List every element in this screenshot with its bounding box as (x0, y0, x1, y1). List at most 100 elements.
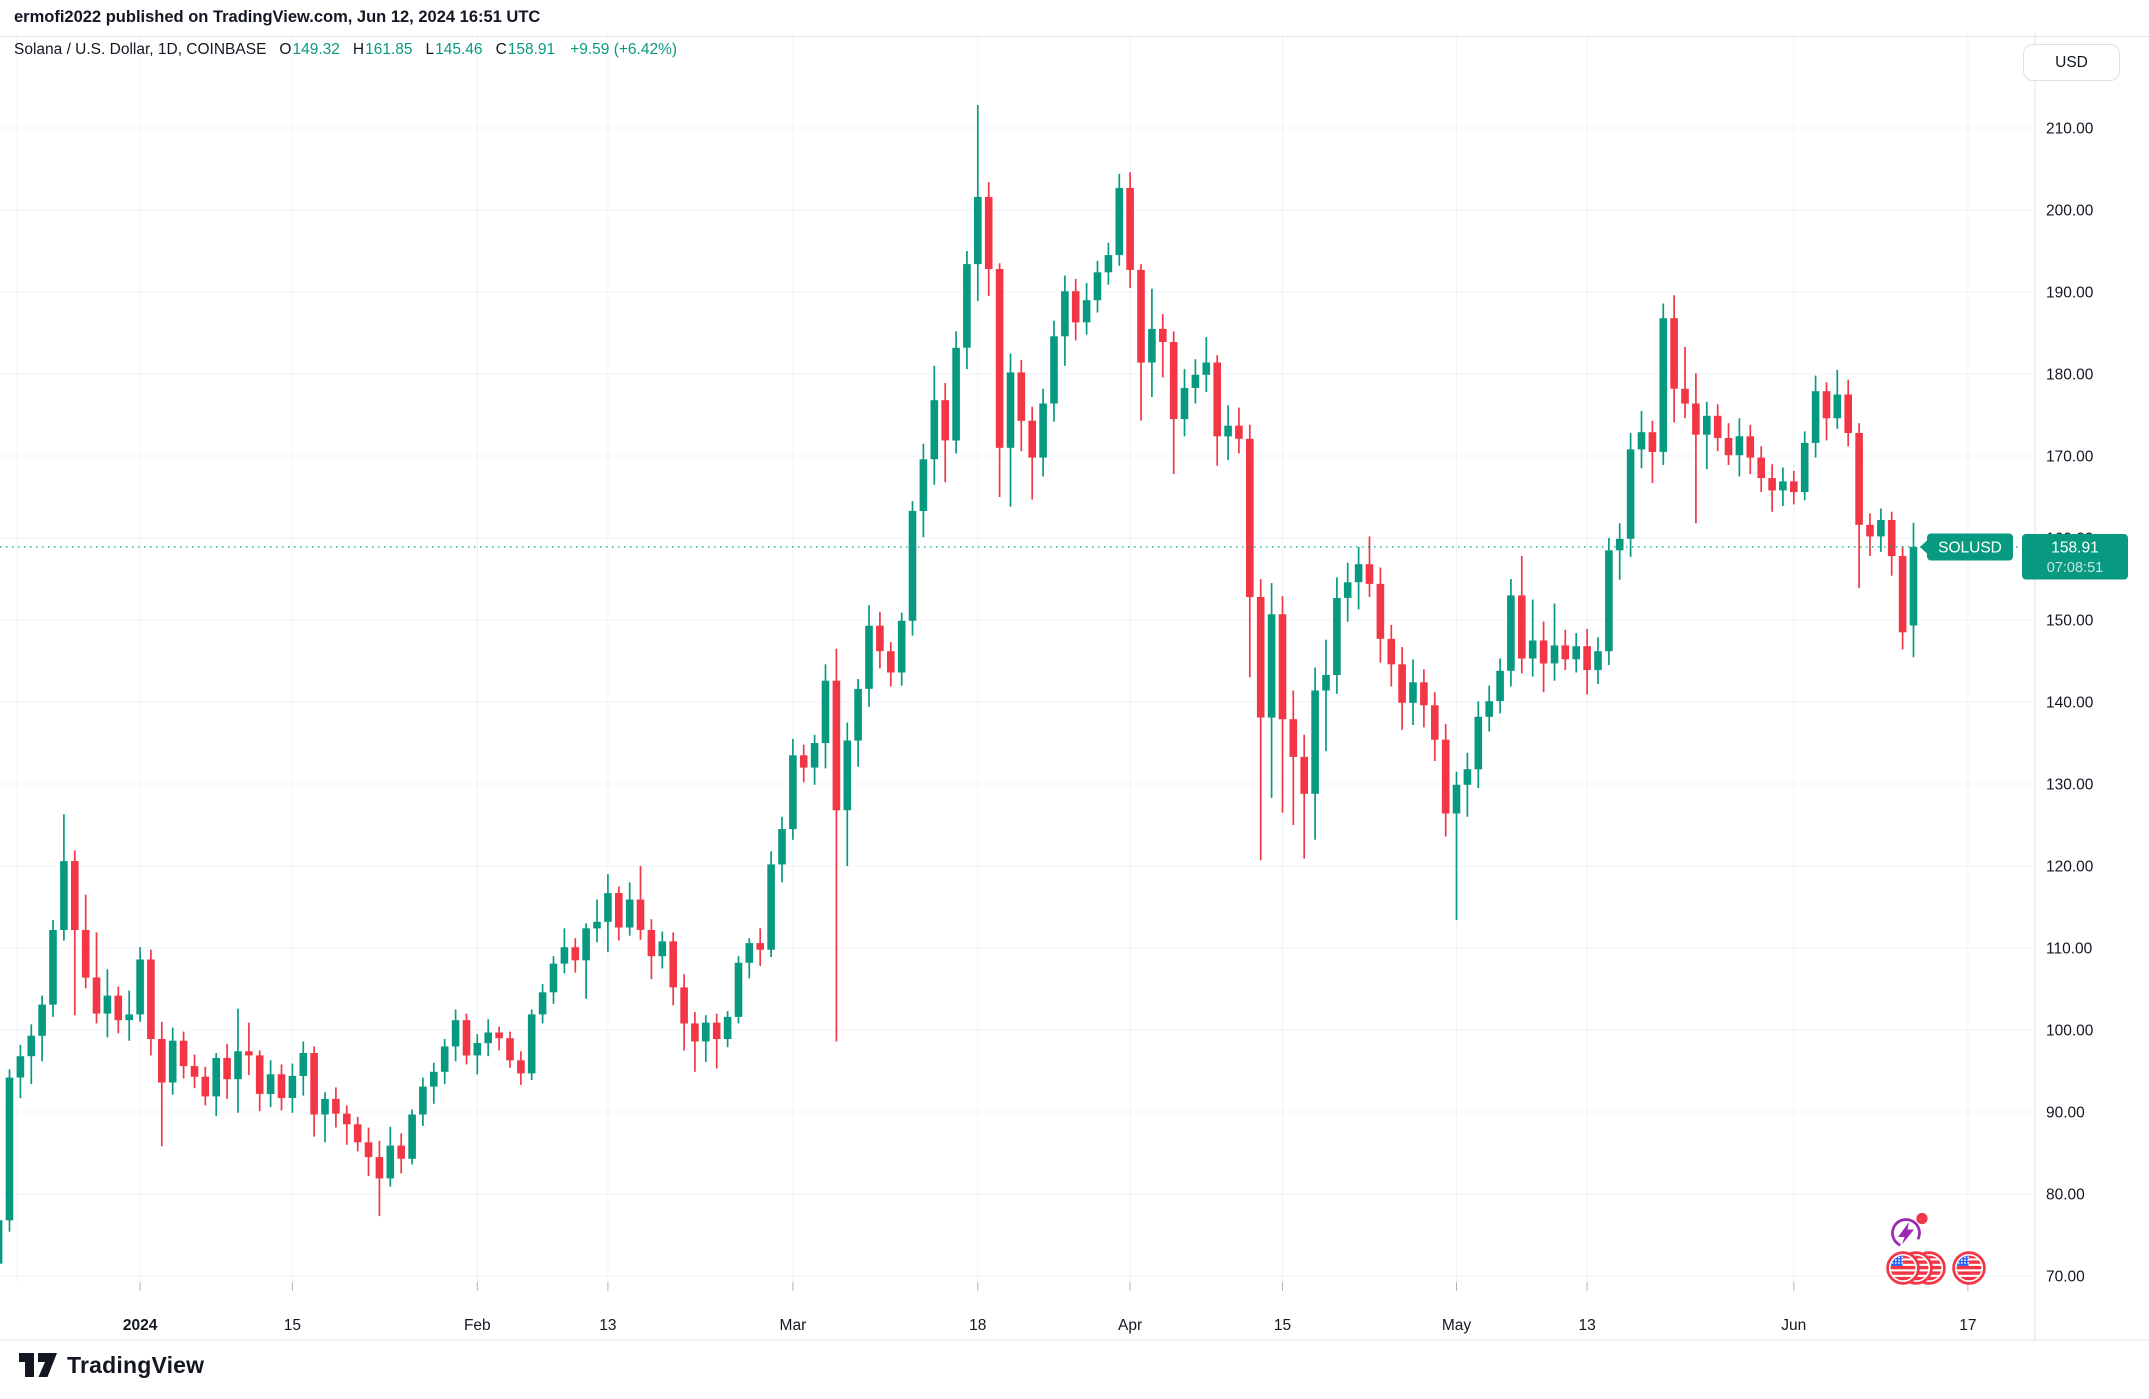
candle (1409, 682, 1417, 703)
candle (1376, 583, 1385, 639)
tradingview-logo-icon (19, 1353, 57, 1377)
candle (723, 1016, 732, 1039)
bar-countdown-text: 07:08:51 (2047, 560, 2103, 576)
candle (60, 861, 68, 930)
candle (1365, 564, 1374, 584)
candle (854, 688, 862, 741)
us-flag-event-icon[interactable] (1888, 1253, 1945, 1284)
candle (691, 1023, 699, 1042)
candle (168, 1040, 177, 1083)
candle (1267, 614, 1276, 718)
candle (538, 992, 547, 1015)
y-axis-label: 100.00 (2046, 1023, 2094, 1040)
candle (615, 893, 623, 928)
flash-event-icon[interactable] (1888, 1212, 1928, 1251)
candle (1746, 436, 1755, 458)
y-axis-label: 150.00 (2046, 613, 2094, 630)
y-axis-label: 70.00 (2046, 1269, 2085, 1286)
y-axis-label: 110.00 (2046, 941, 2093, 958)
candle (1311, 690, 1319, 794)
candle (71, 861, 79, 930)
candle (38, 1004, 46, 1036)
candle (1670, 318, 1678, 389)
candle (995, 269, 1004, 448)
candle (952, 347, 960, 441)
candle (1082, 300, 1091, 323)
candle (310, 1053, 318, 1115)
candle (1333, 597, 1341, 675)
candle (1343, 582, 1352, 598)
candle (136, 959, 144, 1015)
candle (1822, 391, 1831, 419)
candle (1561, 645, 1570, 660)
ohlc-low: L 145.46 (425, 41, 483, 58)
candle (582, 928, 590, 961)
candle (876, 625, 884, 652)
candle (408, 1114, 416, 1159)
candle (1615, 538, 1624, 551)
candle (451, 1020, 460, 1047)
candle (1431, 705, 1439, 740)
candle (430, 1071, 438, 1087)
candle (756, 943, 764, 950)
candle (1017, 372, 1026, 421)
candle (1757, 457, 1765, 479)
candle (1659, 318, 1668, 452)
candle (364, 1142, 373, 1158)
candle (1213, 362, 1221, 437)
price-change: +9.59 (+6.42%) (570, 41, 678, 58)
candle (201, 1076, 210, 1097)
candle (1300, 756, 1308, 794)
candle (1398, 664, 1406, 703)
candle (1278, 614, 1287, 720)
candle (473, 1043, 482, 1056)
candle (1877, 520, 1885, 537)
candle (832, 680, 841, 811)
candle (865, 625, 873, 689)
candle (343, 1113, 351, 1125)
candle (1713, 415, 1722, 438)
candle (386, 1145, 395, 1179)
x-axis-label: 18 (969, 1317, 986, 1334)
y-axis-label: 120.00 (2046, 859, 2094, 876)
candle (179, 1040, 188, 1067)
candle (1811, 391, 1820, 443)
us-flag-event-icon-single[interactable] (1954, 1253, 1985, 1284)
y-axis-label: 180.00 (2046, 367, 2094, 384)
candle (223, 1057, 231, 1080)
candle (1605, 550, 1613, 652)
candle (495, 1032, 503, 1039)
candle (81, 930, 90, 978)
candle (321, 1098, 329, 1115)
x-axis-label: 13 (599, 1317, 616, 1334)
candle (1420, 682, 1428, 706)
candle (1169, 342, 1178, 420)
y-axis-label: 200.00 (2046, 203, 2094, 220)
candle (1180, 387, 1189, 420)
candle (1703, 415, 1711, 435)
candle (1909, 546, 1918, 626)
candle (1539, 640, 1548, 664)
y-axis-label: 140.00 (2046, 695, 2094, 712)
x-axis-label: 2024 (123, 1317, 158, 1334)
candle (799, 755, 808, 768)
candle (1006, 372, 1015, 448)
candle (647, 930, 656, 957)
header-separator (0, 36, 2149, 37)
candle (789, 755, 797, 830)
y-axis-label: 190.00 (2046, 285, 2094, 302)
last-price-label: SOLUSD 158.91 07:08:51 (1920, 533, 2128, 580)
candle (125, 1014, 133, 1021)
candle (680, 987, 688, 1024)
candle (1528, 640, 1537, 659)
candle (821, 680, 830, 743)
currency-usd-button[interactable]: USD (2023, 44, 2120, 81)
candle (147, 959, 155, 1039)
candle (636, 899, 645, 930)
candle (778, 829, 786, 865)
tradingview-logo[interactable]: TradingView (18, 1350, 204, 1380)
candle (517, 1060, 525, 1074)
candle (897, 620, 906, 673)
